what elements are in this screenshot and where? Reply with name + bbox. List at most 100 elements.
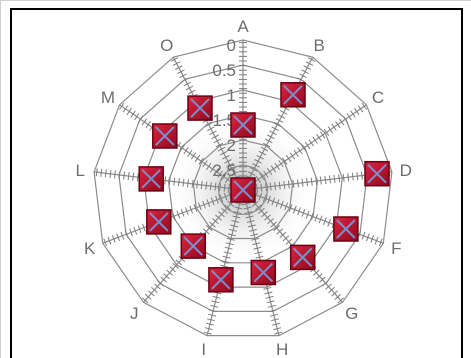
tick-mark — [297, 207, 301, 216]
tick-mark — [258, 192, 263, 201]
tick-mark — [305, 61, 314, 66]
tick-mark — [265, 183, 267, 192]
tick-mark — [206, 199, 211, 208]
tick-mark — [122, 105, 129, 113]
tick-mark — [191, 179, 194, 188]
tick-mark — [256, 154, 264, 160]
tick-mark — [189, 205, 194, 214]
tick-mark — [301, 209, 306, 217]
tick-mark — [220, 264, 229, 268]
tick-mark — [160, 276, 167, 283]
tick-mark — [255, 175, 262, 183]
category-label-A: A — [237, 17, 249, 36]
tick-mark — [217, 170, 223, 178]
tick-mark — [219, 194, 224, 203]
tick-mark — [243, 206, 252, 210]
tick-mark — [228, 184, 231, 193]
tick-mark — [356, 172, 359, 181]
tick-mark — [178, 256, 186, 263]
radial-tick-label: 0 — [227, 36, 236, 55]
category-label-M: M — [101, 88, 115, 107]
tick-mark — [264, 291, 273, 295]
tick-mark — [306, 178, 309, 187]
tick-mark — [164, 176, 167, 185]
tick-mark — [212, 295, 221, 299]
tick-mark — [217, 146, 226, 152]
tick-mark — [157, 280, 164, 287]
tick-mark — [193, 204, 198, 212]
tick-mark — [270, 165, 277, 173]
tick-mark — [226, 163, 234, 168]
tick-mark — [231, 220, 240, 223]
tick-mark — [374, 236, 379, 245]
tick-mark — [361, 102, 368, 110]
tick-mark — [222, 255, 231, 259]
spoke-I — [206, 189, 244, 336]
tick-mark — [208, 313, 217, 317]
tick-mark — [226, 237, 235, 241]
tick-mark — [185, 207, 189, 216]
tick-mark — [292, 179, 295, 188]
tick-mark — [271, 126, 279, 132]
tick-mark — [127, 172, 130, 181]
tick-mark — [223, 183, 226, 192]
tick-mark — [185, 85, 194, 91]
tick-mark — [263, 287, 272, 290]
tick-mark — [166, 269, 174, 276]
tick-mark — [271, 197, 276, 206]
tick-mark — [360, 171, 363, 180]
tick-mark — [227, 233, 236, 237]
tick-mark — [228, 167, 237, 172]
data-point-D — [364, 160, 390, 187]
spoke-O — [172, 56, 244, 191]
tick-mark — [242, 202, 251, 206]
tick-mark — [202, 228, 210, 235]
tick-mark — [172, 61, 181, 66]
category-label-I: I — [201, 340, 206, 358]
tick-mark — [279, 110, 288, 115]
tick-mark — [213, 168, 220, 176]
tick-mark — [342, 115, 349, 123]
tick-mark — [274, 331, 283, 335]
tick-mark — [310, 177, 313, 186]
tick-mark — [234, 206, 243, 210]
tick-mark — [194, 154, 201, 163]
tick-mark — [319, 276, 326, 283]
tick-mark — [301, 69, 309, 75]
tick-mark — [206, 318, 216, 322]
tick-mark — [324, 175, 327, 185]
tick-mark — [301, 178, 304, 187]
tick-mark — [273, 122, 282, 127]
spoke-C — [242, 104, 367, 191]
tick-mark — [282, 157, 288, 165]
tick-mark — [312, 269, 320, 276]
tick-mark — [251, 200, 259, 207]
tick-mark — [297, 77, 305, 83]
tick-mark — [351, 172, 354, 181]
tick-mark — [136, 173, 139, 182]
data-point-O — [187, 95, 213, 121]
tick-mark — [262, 194, 267, 203]
tick-mark — [370, 235, 375, 243]
tick-mark — [269, 130, 277, 136]
tick-mark — [283, 180, 286, 190]
tick-mark — [247, 224, 256, 228]
tick-mark — [361, 231, 366, 240]
tick-mark — [331, 290, 338, 297]
tick-mark — [260, 183, 263, 192]
tick-mark — [168, 177, 171, 186]
tick-mark — [312, 136, 318, 144]
tick-mark — [95, 168, 98, 177]
tick-mark — [347, 173, 350, 182]
tick-mark — [215, 142, 224, 148]
category-label-B: B — [314, 36, 325, 55]
category-label-D: D — [400, 161, 412, 180]
tick-mark — [235, 202, 244, 206]
tick-mark — [210, 304, 219, 308]
tick-mark — [255, 184, 258, 193]
tick-mark — [323, 217, 327, 225]
radial-tick-label: 2.5 — [212, 161, 236, 180]
data-point-G — [289, 244, 316, 271]
tick-mark — [118, 102, 125, 110]
tick-mark — [174, 65, 183, 70]
